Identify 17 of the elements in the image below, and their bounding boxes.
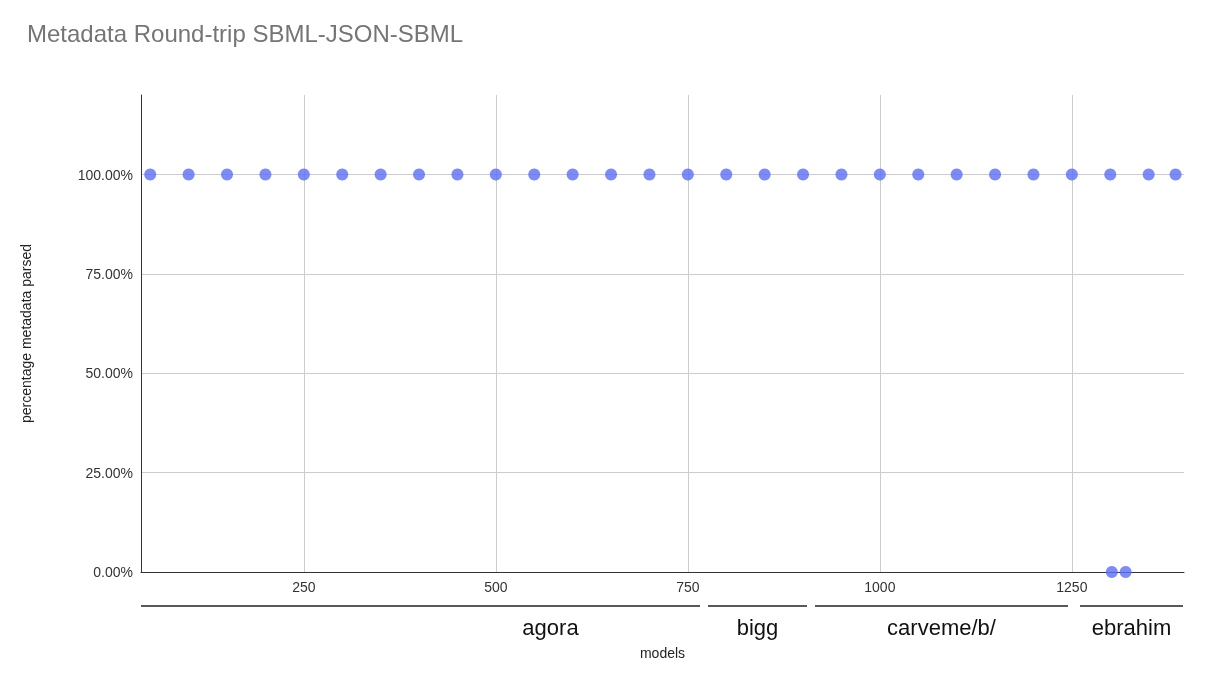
y-axis-title: percentage metadata parsed	[18, 243, 34, 424]
x-axis-title: models	[639, 645, 686, 661]
x-tick-label: 1250	[1056, 579, 1088, 595]
text: agora	[522, 614, 580, 640]
text: ebrahim	[1091, 614, 1172, 640]
y-tick-label: 100.00%	[77, 166, 133, 183]
x-tick-label: 500	[484, 579, 508, 595]
x-tick-label: 750	[676, 579, 700, 595]
chart-title: Metadata Round-trip SBML-JSON-SBML	[27, 19, 464, 47]
y-tick-label: 75.00%	[85, 265, 133, 282]
y-tick-label: 25.00%	[85, 464, 133, 481]
y-tick-label: 0.00%	[93, 564, 133, 580]
y-tick-label: 50.00%	[85, 365, 133, 382]
x-tick-label: 250	[292, 579, 316, 595]
text: carveme/b/	[887, 614, 997, 640]
text: bigg	[736, 614, 779, 640]
x-tick-label: 1000	[864, 579, 896, 595]
